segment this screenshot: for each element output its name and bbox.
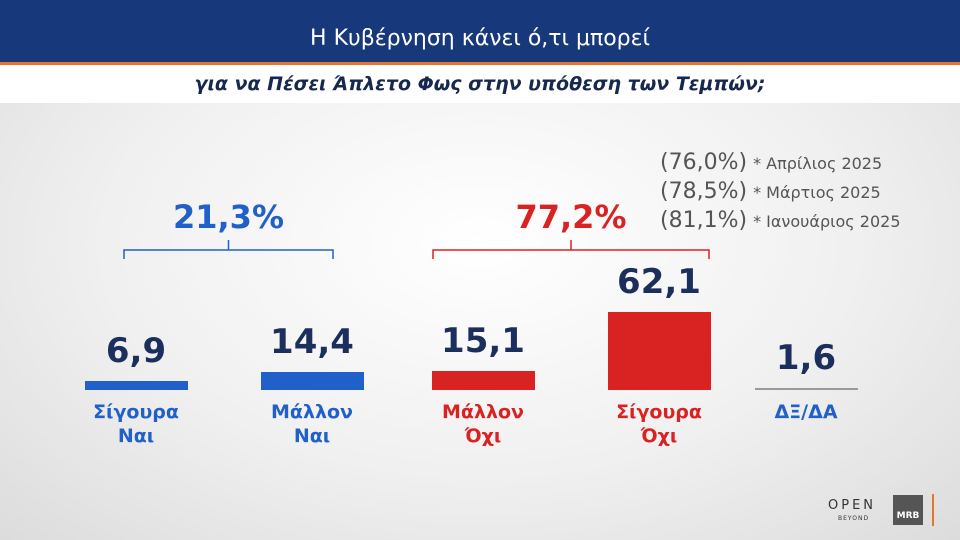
category-label: Σίγουρα Όχι xyxy=(616,401,702,447)
value-label: 15,1 xyxy=(441,320,525,361)
previous-wave: (81,1%) * Ιανουάριος 2025 xyxy=(660,208,901,233)
logo-beyond: BEYOND xyxy=(838,515,870,522)
bar xyxy=(431,370,535,390)
logo-divider xyxy=(932,494,934,526)
group-bracket xyxy=(432,240,710,259)
previous-period: * Μάρτιος 2025 xyxy=(753,183,881,202)
value-label: 1,6 xyxy=(775,337,837,378)
previous-total: (76,0%) xyxy=(660,150,748,175)
previous-wave: (76,0%) * Απρίλιος 2025 xyxy=(660,150,882,175)
value-label: 14,4 xyxy=(270,321,354,362)
group-total: 21,3% xyxy=(172,198,284,236)
previous-period: * Απρίλιος 2025 xyxy=(753,154,883,173)
bar xyxy=(754,387,858,390)
value-label: 6,9 xyxy=(105,331,167,372)
previous-period: * Ιανουάριος 2025 xyxy=(753,212,901,231)
previous-total: (78,5%) xyxy=(660,179,748,204)
bar xyxy=(260,371,364,390)
category-label: ΔΞ/ΔΑ xyxy=(774,401,838,423)
accent-line xyxy=(0,62,960,65)
chart-title: Η Κυβέρνηση κάνει ό,τι μπορεί xyxy=(310,26,650,51)
previous-total: (81,1%) xyxy=(660,208,748,233)
logo-mrb: MRB xyxy=(893,495,923,525)
chart-subtitle: για να Πέσει Άπλετο Φως στην υπόθεση των… xyxy=(0,65,960,103)
group-bracket xyxy=(123,240,334,259)
previous-wave: (78,5%) * Μάρτιος 2025 xyxy=(660,179,881,204)
category-label: Μάλλον Ναι xyxy=(270,401,353,447)
category-label: Σίγουρα Ναι xyxy=(93,401,179,447)
group-total: 77,2% xyxy=(515,198,627,236)
value-label: 62,1 xyxy=(617,261,701,302)
logo-open: OPEN xyxy=(828,498,877,513)
bar xyxy=(84,381,188,390)
bar xyxy=(607,311,711,390)
category-label: Μάλλον Όχι xyxy=(441,401,524,447)
header-band xyxy=(0,0,960,62)
